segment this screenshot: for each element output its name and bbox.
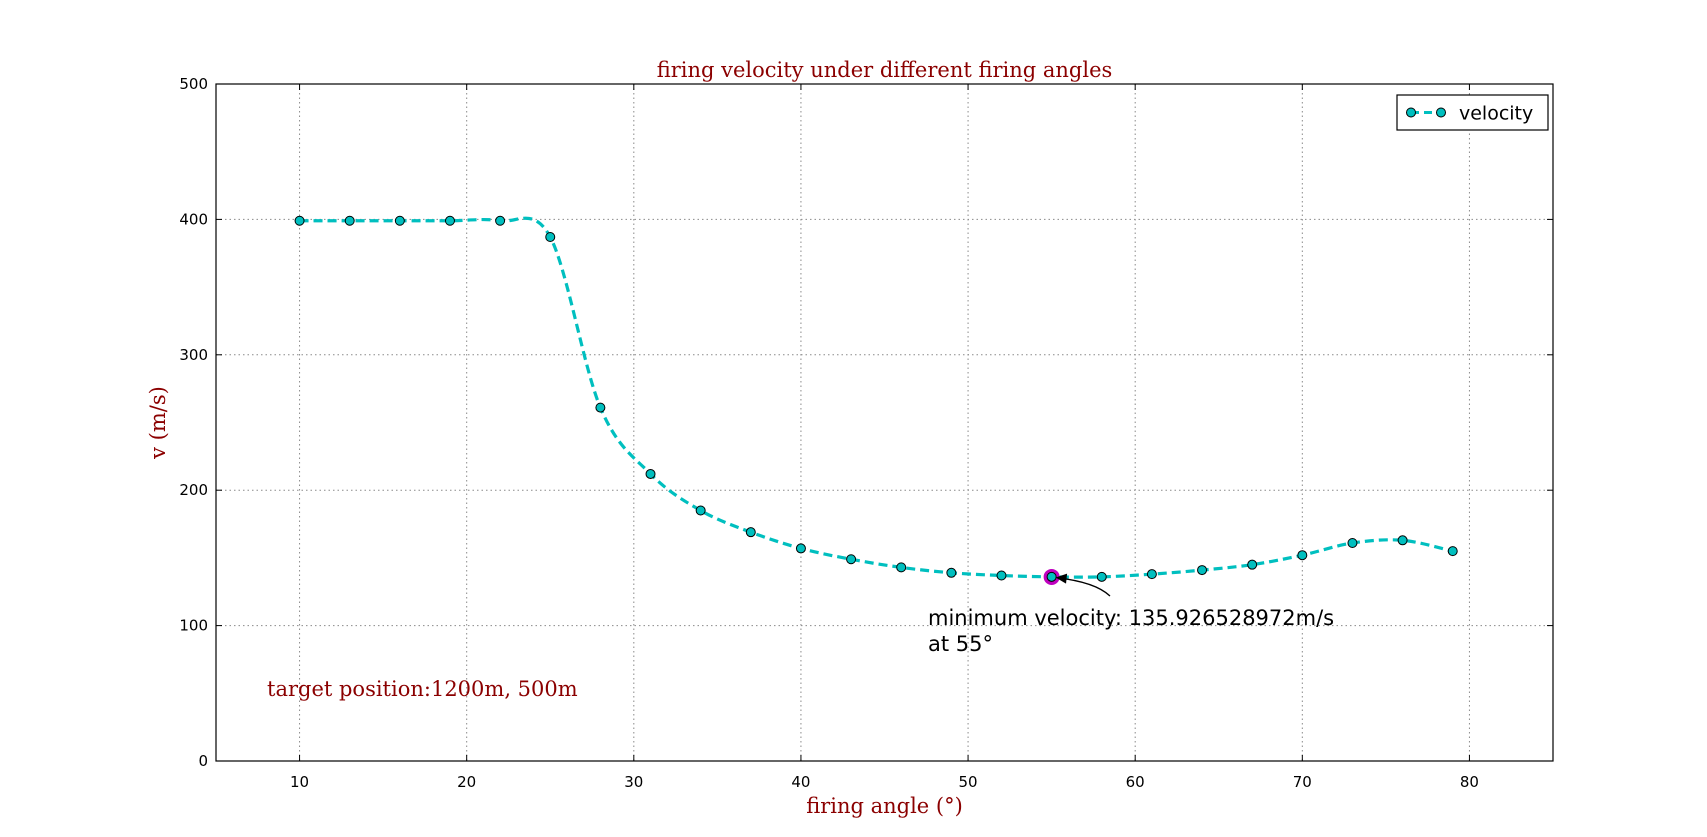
data-point bbox=[645, 468, 656, 479]
x-tick-label: 10 bbox=[290, 773, 309, 791]
legend-box bbox=[1396, 94, 1549, 131]
data-point bbox=[996, 570, 1007, 581]
data-point bbox=[344, 215, 355, 226]
y-tick-label: 400 bbox=[179, 210, 208, 228]
marker-layer bbox=[294, 215, 1458, 585]
minimum-velocity-annotation: minimum velocity: 135.926528972m/s bbox=[928, 606, 1334, 630]
data-point bbox=[1096, 571, 1107, 582]
data-point bbox=[545, 232, 556, 243]
data-point bbox=[846, 554, 857, 565]
data-point bbox=[1347, 538, 1358, 549]
legend-marker bbox=[1406, 107, 1416, 118]
x-tick-labels: 10 20 30 40 50 60 70 80 bbox=[290, 773, 1479, 791]
y-tick-label: 0 bbox=[198, 752, 208, 770]
x-tick-label: 20 bbox=[457, 773, 476, 791]
y-tick-labels: 0 100 200 300 400 500 bbox=[179, 75, 208, 770]
target-position-annotation: target position:1200m, 500m bbox=[267, 677, 578, 701]
tick-marks bbox=[216, 83, 1553, 762]
data-point bbox=[1146, 569, 1157, 580]
data-point bbox=[1247, 559, 1258, 570]
data-point bbox=[394, 215, 405, 226]
data-point bbox=[1297, 550, 1308, 561]
data-point bbox=[495, 215, 506, 226]
y-axis-label: v (m/s) bbox=[146, 386, 170, 460]
minimum-angle-annotation: at 55° bbox=[928, 632, 993, 656]
x-tick-label: 70 bbox=[1293, 773, 1312, 791]
data-point bbox=[595, 402, 606, 413]
legend: velocity bbox=[1396, 94, 1549, 131]
data-point bbox=[896, 562, 907, 573]
x-tick-label: 60 bbox=[1126, 773, 1145, 791]
data-point bbox=[695, 505, 706, 516]
data-point bbox=[1397, 535, 1408, 546]
data-point bbox=[1046, 571, 1057, 582]
legend-entry-velocity: velocity bbox=[1459, 103, 1533, 125]
y-tick-label: 300 bbox=[179, 346, 208, 364]
plot-frame bbox=[215, 83, 1554, 762]
x-tick-label: 80 bbox=[1460, 773, 1479, 791]
legend-marker bbox=[1436, 107, 1446, 118]
data-point bbox=[294, 215, 305, 226]
y-tick-label: 500 bbox=[179, 75, 208, 93]
data-point bbox=[745, 527, 756, 538]
chart-title: firing velocity under different firing a… bbox=[657, 58, 1113, 82]
x-tick-label: 30 bbox=[624, 773, 643, 791]
annotation-arrowhead bbox=[1055, 573, 1068, 584]
data-point bbox=[795, 543, 806, 554]
y-tick-label: 200 bbox=[179, 481, 208, 499]
y-tick-label: 100 bbox=[179, 617, 208, 635]
x-tick-label: 40 bbox=[791, 773, 810, 791]
data-point bbox=[1447, 546, 1458, 557]
series-layer bbox=[299, 216, 1454, 579]
x-axis-label: firing angle (°) bbox=[806, 794, 963, 818]
data-point bbox=[946, 567, 957, 578]
series-velocity-line bbox=[299, 216, 1454, 579]
grid-lines bbox=[216, 84, 1553, 761]
data-point bbox=[1197, 565, 1208, 576]
data-point bbox=[444, 215, 455, 226]
x-tick-label: 50 bbox=[959, 773, 978, 791]
